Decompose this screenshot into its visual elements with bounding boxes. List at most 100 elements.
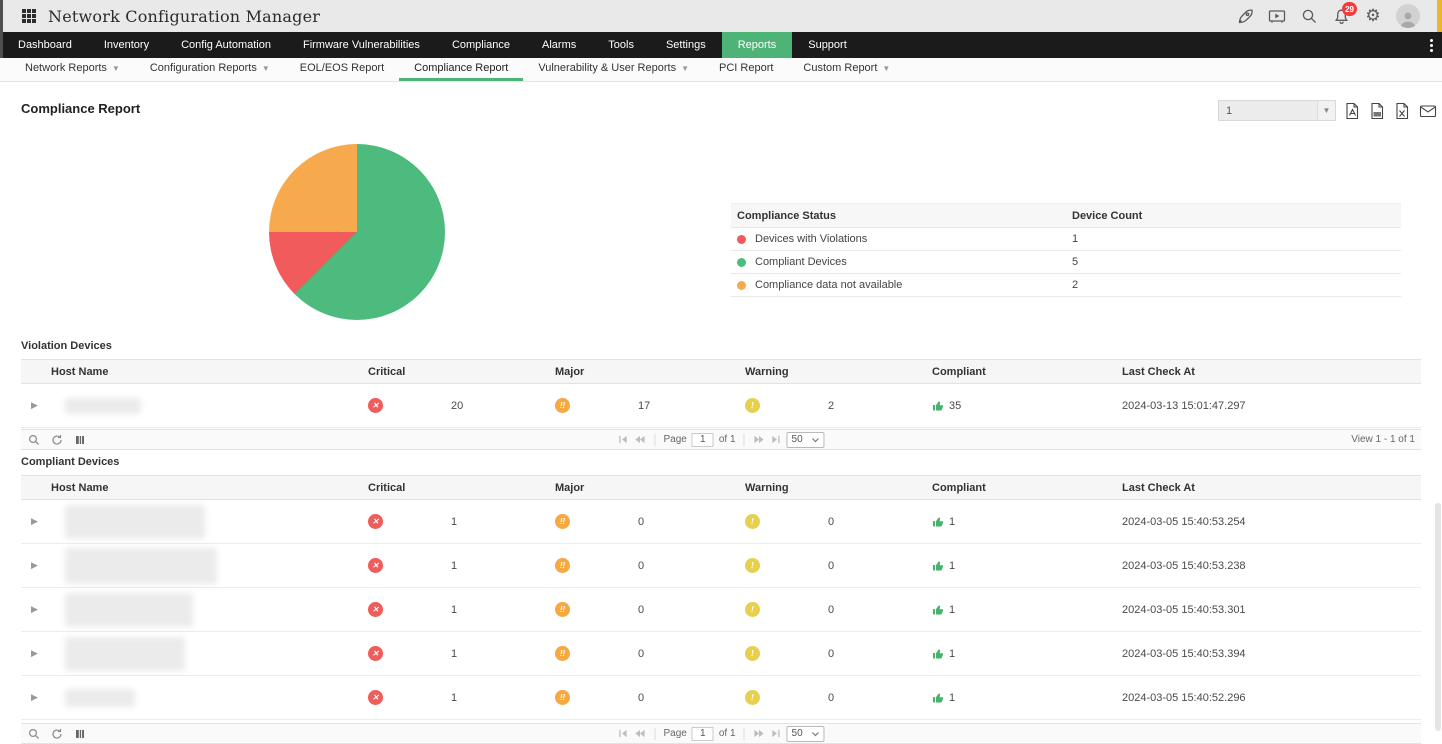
next-page-button[interactable] [753,434,766,445]
violation-devices-title: Violation Devices [21,340,112,352]
column-chooser-icon[interactable] [73,433,86,446]
chevron-down-icon: ▼ [1317,101,1335,120]
last-check-timestamp: 2024-03-13 15:01:47.297 [1122,399,1246,412]
row-expand-caret[interactable]: ▶ [31,648,38,658]
window-edge-strip [0,0,3,58]
next-page-button[interactable] [753,728,766,739]
email-report-icon[interactable] [1419,102,1437,120]
col-major[interactable]: Major [555,481,585,494]
excel-export-icon[interactable] [1394,102,1410,120]
critical-count: 20 [451,399,464,412]
redacted-host-name [65,688,135,707]
window-edge-strip-yellow [1437,0,1442,32]
app-title: Network Configuration Manager [48,6,321,26]
table-row[interactable]: ▶ ✕ 1 !! 0 ! 0 1 2024-03-05 15:40:53.254 [21,500,1421,544]
critical-icon: ✕ [368,646,383,661]
xml-export-icon[interactable] [1369,102,1385,120]
nav-overflow-kebab-icon[interactable] [1420,32,1442,58]
pdf-export-icon[interactable] [1344,102,1360,120]
page-title: Compliance Report [21,101,141,116]
tab-dashboard[interactable]: Dashboard [18,39,72,51]
rocket-icon[interactable] [1236,7,1254,25]
settings-gear-icon[interactable]: ⚙ [1365,5,1381,26]
column-chooser-icon[interactable] [73,727,86,740]
warning-icon: ! [745,558,760,573]
col-compliant[interactable]: Compliant [932,481,986,494]
col-major[interactable]: Major [555,365,585,378]
subtab-vulnerability-user-reports[interactable]: Vulnerability & User Reports ▼ [538,62,689,74]
notification-badge: 29 [1342,2,1357,16]
col-compliant[interactable]: Compliant [932,365,986,378]
row-expand-caret[interactable]: ▶ [31,516,38,526]
tab-firmware-vulnerabilities[interactable]: Firmware Vulnerabilities [302,39,420,51]
tab-reports[interactable]: Reports [721,32,793,58]
page-number-input[interactable] [691,726,714,741]
col-host-name[interactable]: Host Name [51,365,109,378]
last-page-button[interactable] [771,434,782,445]
compliant-table-pager: Page of 1 50 [21,723,1421,744]
table-search-icon[interactable] [27,433,40,446]
row-expand-caret[interactable]: ▶ [31,560,38,570]
main-navigation: Dashboard Inventory Config Automation Fi… [0,32,1442,58]
warning-icon: ! [745,602,760,617]
first-page-button[interactable] [617,434,628,445]
compliant-dot-icon [737,257,746,267]
prev-page-button[interactable] [633,728,646,739]
violation-devices-table: Host Name Critical Major Warning Complia… [21,359,1421,428]
user-avatar[interactable] [1396,4,1420,28]
subtab-network-reports[interactable]: Network Reports ▼ [25,62,120,74]
notifications-bell-icon[interactable]: 29 [1332,2,1357,25]
compliant-count: 35 [949,399,962,412]
no-data-dot-icon [737,280,746,290]
first-page-button[interactable] [617,728,628,739]
last-page-button[interactable] [771,728,782,739]
page-size-select[interactable]: 50 [786,725,825,742]
table-row[interactable]: ▶ ✕ 1 !! 0 ! 0 1 2024-03-05 15:40:52.296 [21,676,1421,720]
subtab-compliance-report[interactable]: Compliance Report [399,58,524,81]
page-of-label: of 1 [718,728,736,739]
tab-inventory[interactable]: Inventory [103,39,150,51]
col-critical[interactable]: Critical [368,481,406,494]
col-last-check-at[interactable]: Last Check At [1122,481,1195,494]
col-warning[interactable]: Warning [745,481,789,494]
subtab-pci-report[interactable]: PCI Report [719,62,774,74]
video-tour-icon[interactable] [1268,7,1286,25]
table-refresh-icon[interactable] [50,433,63,446]
table-row[interactable]: ▶ ✕ 20 !! 17 ! 2 35 2024-03-13 15:01:47.297 [21,384,1421,428]
table-row[interactable]: ▶ ✕ 1 !! 0 ! 0 1 2024-03-05 15:40:53.301 [21,588,1421,632]
subtab-custom-report[interactable]: Custom Report ▼ [803,62,891,74]
tab-alarms[interactable]: Alarms [542,39,577,51]
row-expand-caret[interactable]: ▶ [31,692,38,702]
col-host-name[interactable]: Host Name [51,481,109,494]
scrollbar-thumb[interactable] [1435,503,1441,731]
report-page-selector[interactable]: 1 ▼ [1218,100,1336,121]
reports-sub-navigation: Network Reports ▼ Configuration Reports ▼ … [0,58,1442,82]
warning-icon: ! [745,514,760,529]
row-expand-caret[interactable]: ▶ [31,400,38,410]
critical-icon: ✕ [368,690,383,705]
prev-page-button[interactable] [633,434,646,445]
warning-icon: ! [745,398,760,413]
tab-config-automation[interactable]: Config Automation [181,39,271,51]
last-check-timestamp: 2024-03-05 15:40:53.238 [1122,559,1246,572]
table-refresh-icon[interactable] [50,727,63,740]
compliance-pie-chart[interactable] [269,144,445,320]
col-last-check-at[interactable]: Last Check At [1122,365,1195,378]
search-icon[interactable] [1300,7,1318,25]
tab-settings[interactable]: Settings [665,39,706,51]
table-row[interactable]: ▶ ✕ 1 !! 0 ! 0 1 2024-03-05 15:40:53.238 [21,544,1421,588]
col-critical[interactable]: Critical [368,365,406,378]
table-search-icon[interactable] [27,727,40,740]
subtab-configuration-reports[interactable]: Configuration Reports ▼ [149,62,270,74]
page-size-select[interactable]: 50 [786,431,825,448]
row-expand-caret[interactable]: ▶ [31,604,38,614]
tab-compliance[interactable]: Compliance [451,39,511,51]
tab-support[interactable]: Support [808,39,847,51]
warning-icon: ! [745,690,760,705]
subtab-eol-eos-report[interactable]: EOL/EOS Report [299,62,385,74]
table-row[interactable]: ▶ ✕ 1 !! 0 ! 0 1 2024-03-05 15:40:53.394 [21,632,1421,676]
tab-tools[interactable]: Tools [608,39,634,51]
col-warning[interactable]: Warning [745,365,789,378]
page-number-input[interactable] [691,432,714,447]
apps-grid-icon[interactable] [22,9,36,23]
